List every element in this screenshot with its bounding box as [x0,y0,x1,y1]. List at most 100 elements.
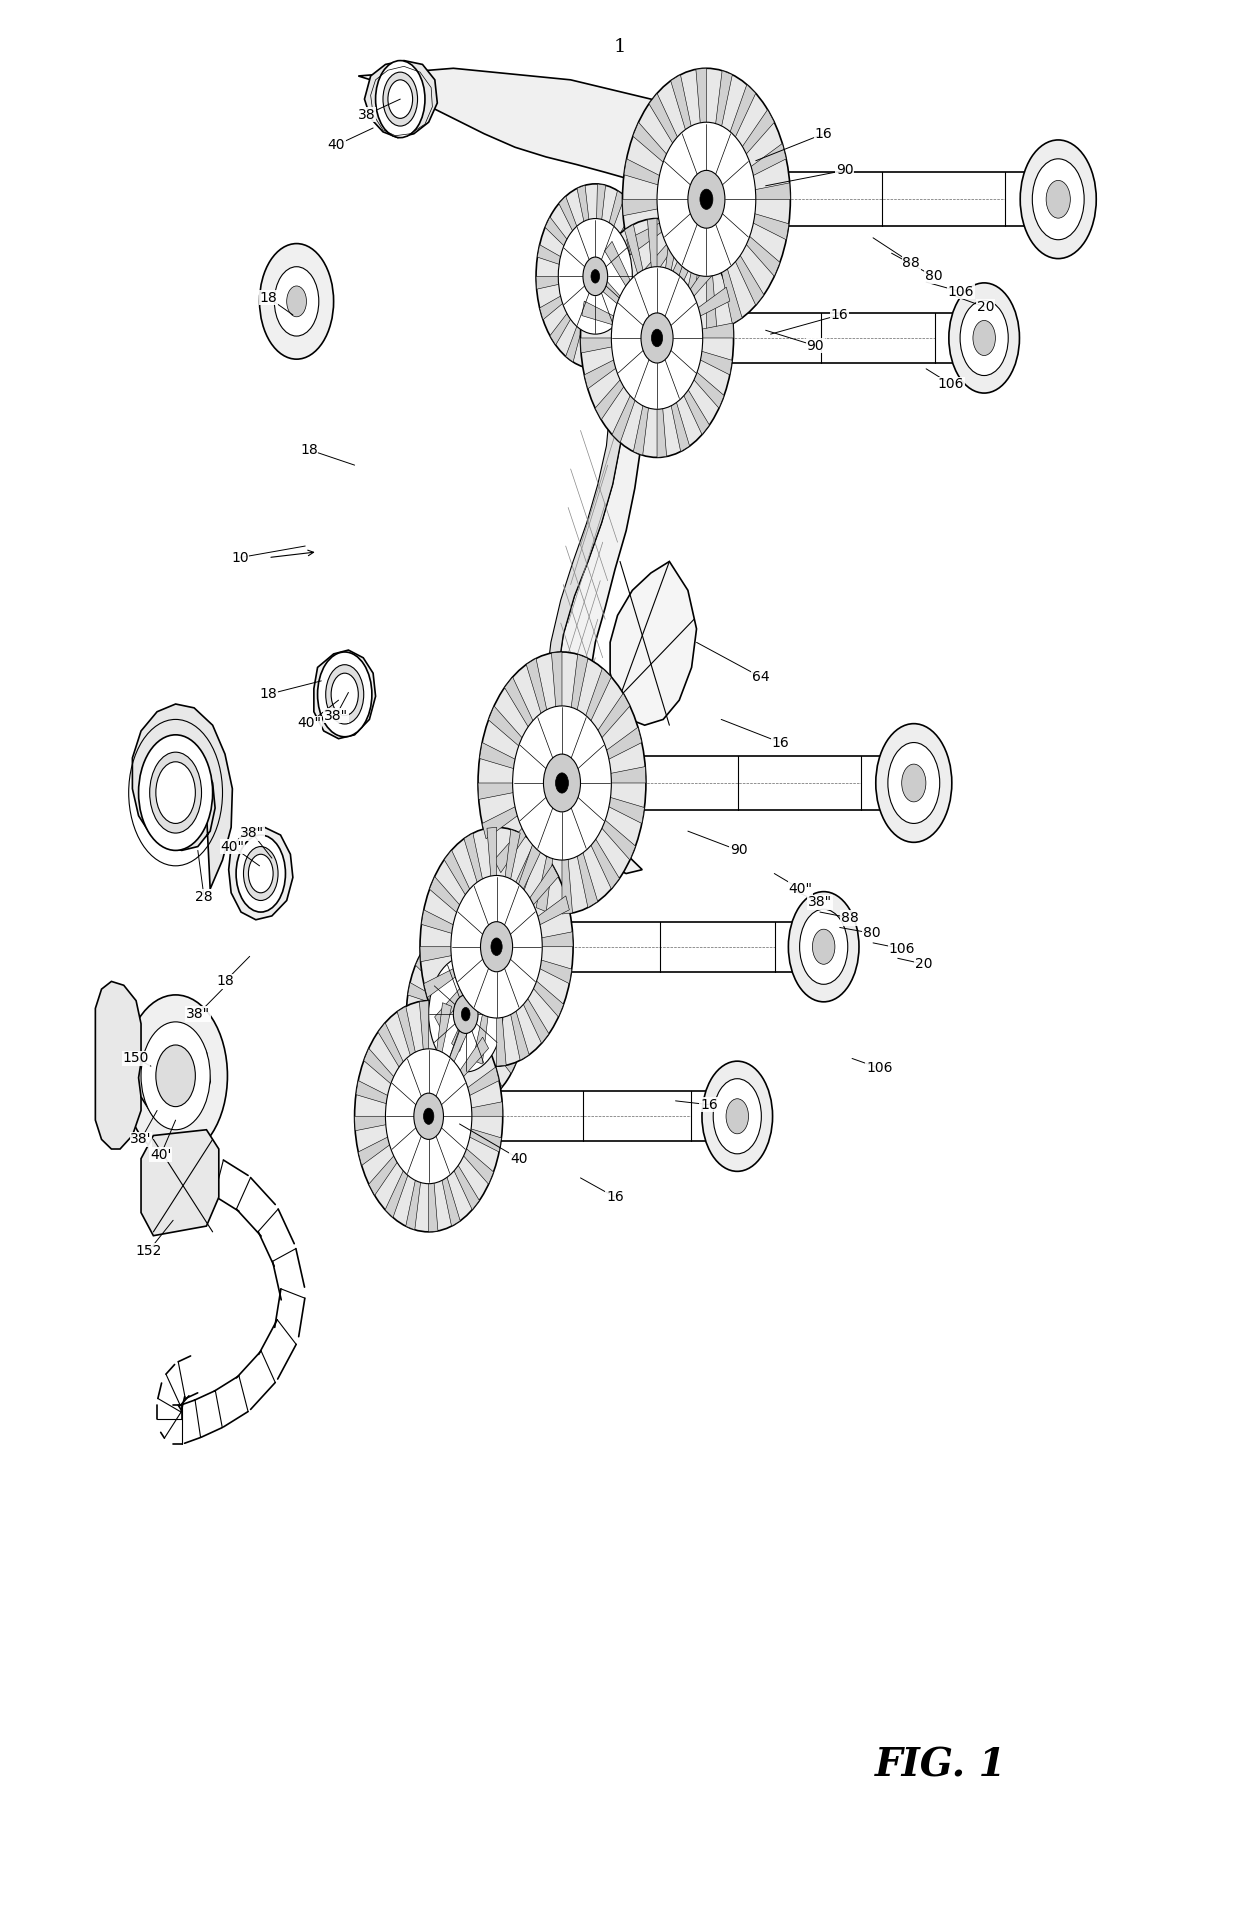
Polygon shape [433,1003,451,1082]
Circle shape [317,651,372,736]
Circle shape [355,1001,502,1233]
Polygon shape [378,1022,415,1090]
Polygon shape [358,68,713,199]
Circle shape [960,299,1008,375]
Circle shape [386,1049,472,1184]
Polygon shape [482,796,537,838]
Text: 90: 90 [806,338,823,354]
Polygon shape [537,245,577,270]
Polygon shape [501,829,521,910]
Polygon shape [511,976,549,1043]
Polygon shape [665,373,689,452]
Polygon shape [518,896,569,935]
Polygon shape [562,755,914,810]
Circle shape [817,937,830,956]
Polygon shape [440,1014,472,1086]
Polygon shape [589,767,646,782]
Text: 38": 38" [186,1007,210,1022]
Polygon shape [429,877,476,927]
Polygon shape [727,110,774,174]
Circle shape [414,1094,444,1140]
Polygon shape [448,1134,494,1184]
Text: 40: 40 [327,139,345,153]
Circle shape [376,60,425,137]
Polygon shape [733,207,789,240]
Text: 106: 106 [937,377,963,390]
Polygon shape [584,350,635,388]
Polygon shape [714,238,743,325]
Polygon shape [668,234,702,307]
Circle shape [451,875,542,1018]
Circle shape [236,835,285,912]
Circle shape [286,286,306,317]
Polygon shape [677,357,724,408]
Polygon shape [589,280,680,415]
Circle shape [888,742,940,823]
Polygon shape [485,1020,523,1045]
Polygon shape [639,224,687,290]
Polygon shape [595,361,639,419]
Circle shape [978,328,991,348]
Polygon shape [552,651,562,742]
Polygon shape [707,242,717,330]
Polygon shape [448,923,463,985]
Polygon shape [355,1117,405,1130]
Polygon shape [139,1028,210,1124]
Polygon shape [622,199,680,216]
Polygon shape [512,817,549,898]
Text: 16: 16 [701,1097,718,1111]
Polygon shape [515,866,558,923]
Polygon shape [474,929,495,987]
Circle shape [512,705,611,860]
Circle shape [420,827,573,1066]
Polygon shape [422,910,474,939]
Text: 150: 150 [123,1051,149,1065]
Polygon shape [672,365,709,435]
Polygon shape [719,85,755,164]
Text: 106: 106 [888,941,915,956]
Text: 20: 20 [915,956,932,972]
Circle shape [641,313,673,363]
Polygon shape [429,933,456,989]
Polygon shape [95,981,141,1150]
Polygon shape [479,945,511,995]
Circle shape [558,218,632,334]
Polygon shape [472,983,492,1065]
Polygon shape [496,922,823,972]
Circle shape [1033,158,1084,240]
Polygon shape [580,338,632,354]
Circle shape [583,257,608,296]
Circle shape [1044,178,1073,220]
Circle shape [973,321,996,355]
Polygon shape [596,184,605,245]
Polygon shape [455,1045,465,1107]
Circle shape [622,68,790,330]
Circle shape [713,1078,761,1153]
Circle shape [901,765,926,802]
Circle shape [248,854,273,893]
Polygon shape [363,1049,409,1099]
Circle shape [900,761,928,804]
Polygon shape [487,827,496,908]
Polygon shape [696,68,707,156]
Text: 80: 80 [925,269,942,284]
Circle shape [730,1107,744,1126]
Polygon shape [681,346,732,375]
Text: 88: 88 [903,255,920,270]
Polygon shape [494,808,542,873]
Polygon shape [464,833,489,912]
Text: 38": 38" [324,709,348,723]
Bar [485,887,508,1007]
Text: 38': 38' [130,1132,151,1146]
Text: 106: 106 [947,284,973,299]
Polygon shape [420,1034,453,1082]
Circle shape [949,282,1019,392]
Polygon shape [539,286,578,319]
Polygon shape [585,307,595,369]
Polygon shape [671,75,698,160]
Polygon shape [707,172,1058,226]
Polygon shape [466,922,476,983]
Circle shape [811,927,837,966]
Text: 40': 40' [150,1148,171,1161]
Circle shape [259,243,334,359]
